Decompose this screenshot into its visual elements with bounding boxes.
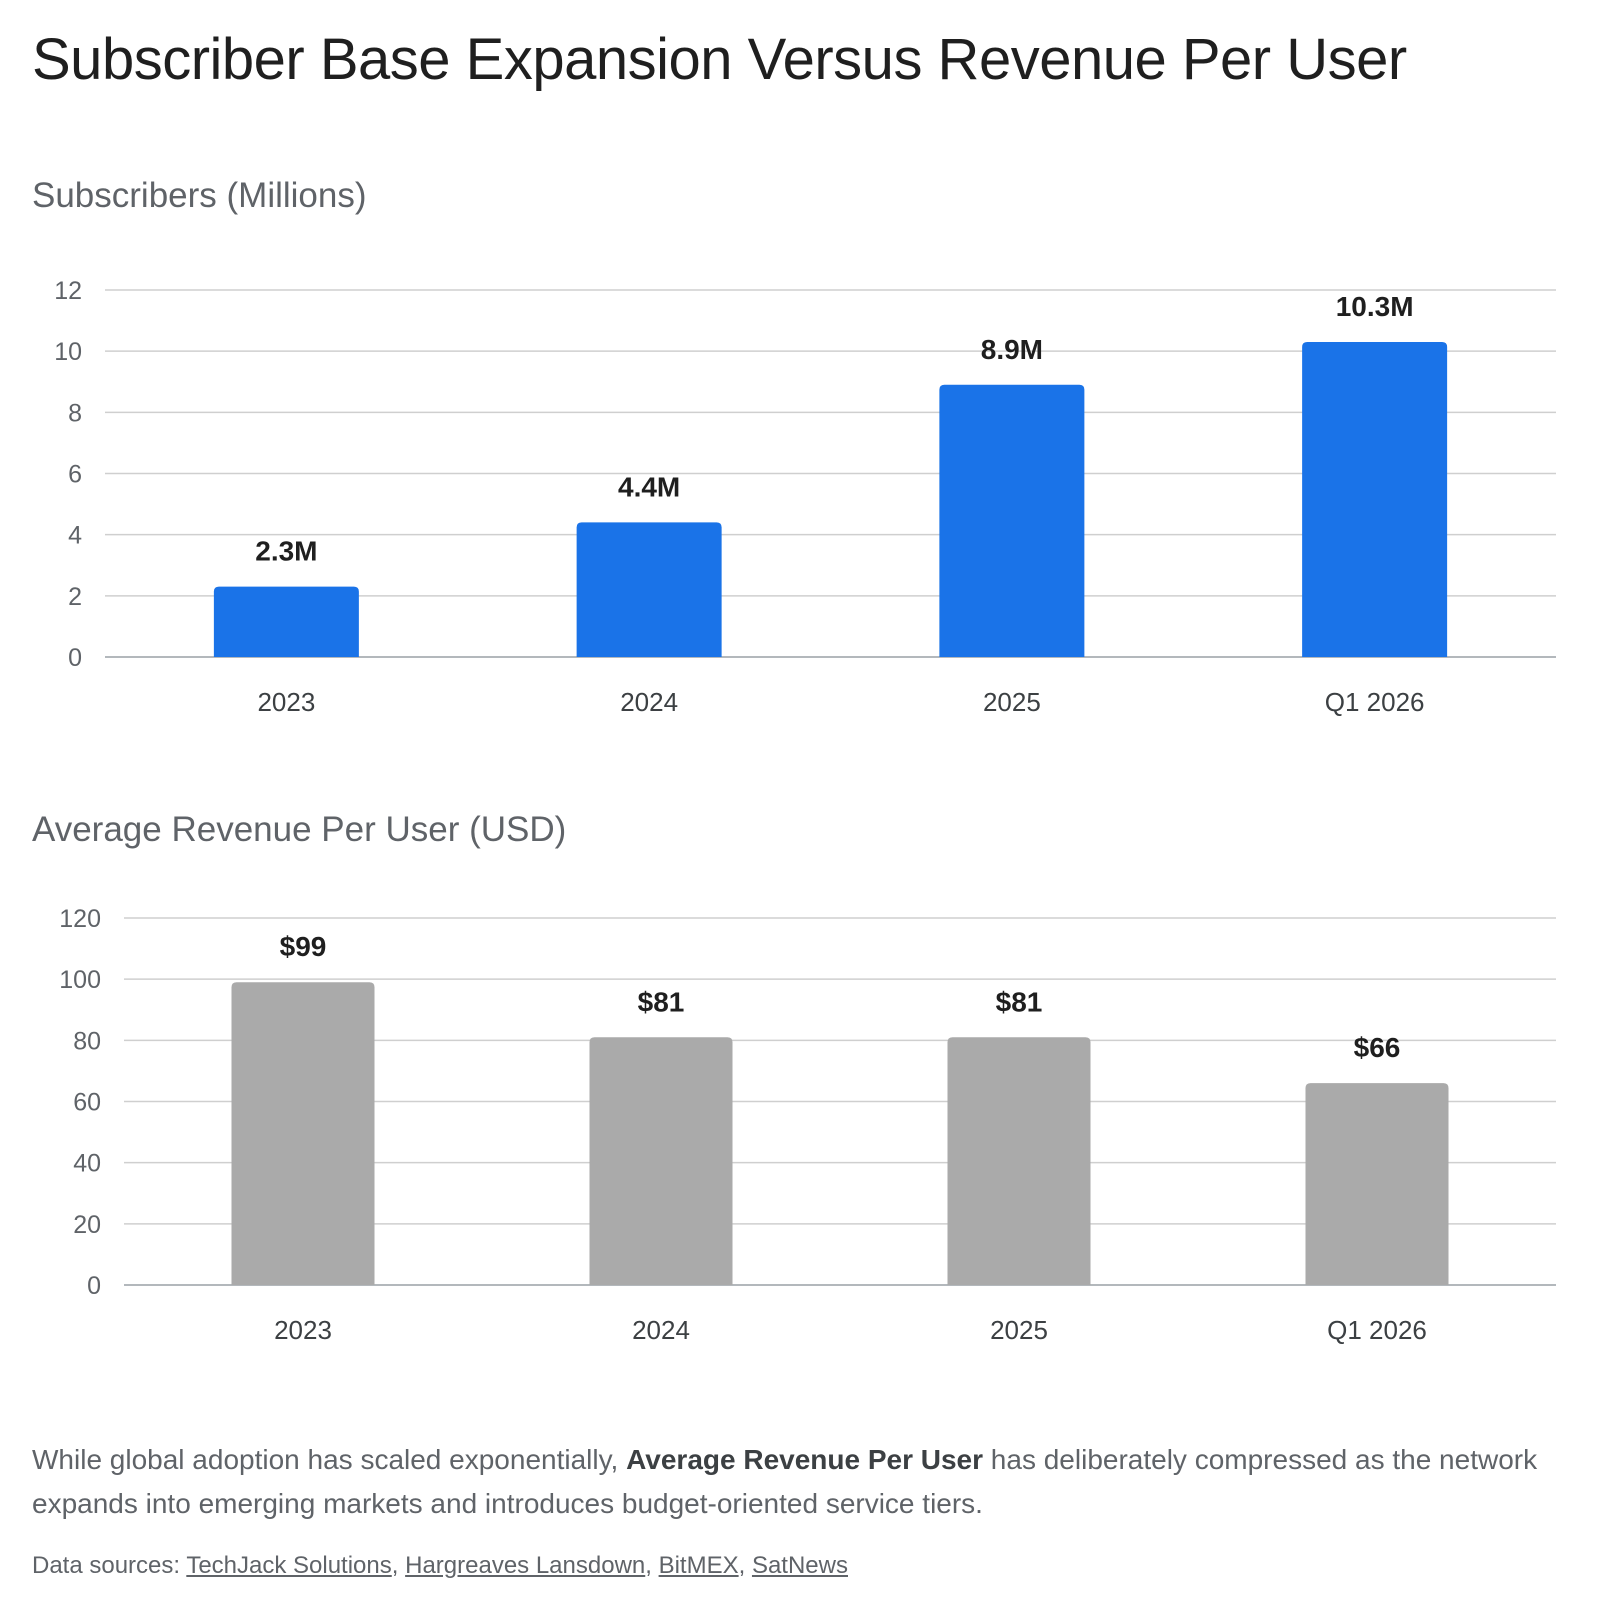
bar bbox=[576, 522, 722, 657]
x-tick-label: 2023 bbox=[274, 1315, 332, 1345]
data-label: 10.3M bbox=[1336, 291, 1414, 322]
bar bbox=[231, 982, 375, 1285]
source-separator: , bbox=[391, 1552, 406, 1579]
x-tick-label: 2024 bbox=[632, 1315, 690, 1345]
summary-emphasis: Average Revenue Per User bbox=[626, 1444, 984, 1475]
data-sources: Data sources: TechJack Solutions, Hargre… bbox=[32, 1552, 848, 1580]
source-separator: , bbox=[738, 1552, 752, 1579]
x-tick-label: 2025 bbox=[983, 687, 1041, 717]
y-tick-label: 8 bbox=[68, 399, 82, 427]
summary-text-start: While global adoption has scaled exponen… bbox=[32, 1444, 627, 1475]
y-tick-label: 120 bbox=[59, 905, 101, 933]
y-tick-label: 100 bbox=[59, 966, 101, 994]
summary-text: While global adoption has scaled exponen… bbox=[32, 1438, 1577, 1526]
source-link-satnews[interactable]: SatNews bbox=[751, 1552, 848, 1579]
y-tick-label: 2 bbox=[68, 583, 82, 611]
source-separator: , bbox=[645, 1552, 659, 1579]
source-link-bitmex[interactable]: BitMEX bbox=[658, 1552, 739, 1579]
bar bbox=[589, 1037, 733, 1285]
x-tick-label: Q1 2026 bbox=[1327, 1315, 1427, 1345]
y-tick-label: 12 bbox=[54, 277, 82, 305]
y-tick-label: 0 bbox=[68, 644, 82, 672]
page-title: Subscriber Base Expansion Versus Revenue… bbox=[32, 27, 1407, 92]
y-tick-label: 40 bbox=[73, 1150, 101, 1178]
data-label: $99 bbox=[280, 931, 327, 962]
data-label: $81 bbox=[996, 986, 1043, 1017]
y-tick-label: 20 bbox=[73, 1211, 101, 1239]
x-tick-label: 2025 bbox=[990, 1315, 1048, 1345]
source-link-techjack[interactable]: TechJack Solutions bbox=[186, 1552, 392, 1579]
y-tick-label: 60 bbox=[73, 1089, 101, 1117]
arpu-bar-chart: 0 20 40 60 80 100 120 $99 2023 $81 2024 $81 2025 $66 Q… bbox=[59, 905, 1556, 1345]
data-label: 4.4M bbox=[618, 471, 680, 502]
bar bbox=[947, 1037, 1091, 1285]
y-tick-label: 10 bbox=[54, 338, 82, 366]
y-tick-label: 6 bbox=[68, 461, 82, 489]
subscribers-chart-title: Subscribers (Millions) bbox=[32, 176, 367, 215]
subscribers-bar-chart: 0 2 4 6 8 10 12 2.3M 2023 4.4M 2024 8.9M 2025 10.3M Q1… bbox=[54, 277, 1556, 717]
y-tick-label: 80 bbox=[73, 1027, 101, 1055]
y-tick-label: 4 bbox=[68, 522, 82, 550]
source-link-hargreaves-lansdown[interactable]: Hargreaves Lansdown bbox=[405, 1552, 646, 1579]
y-tick-label: 0 bbox=[87, 1272, 101, 1300]
summary-text-end: has deliberately compressed as the netwo… bbox=[32, 1444, 1538, 1519]
bar bbox=[939, 384, 1085, 657]
data-label: 8.9M bbox=[981, 334, 1043, 365]
data-sources-label: Data sources: bbox=[32, 1552, 187, 1579]
x-tick-label: Q1 2026 bbox=[1325, 687, 1425, 717]
bar bbox=[1305, 1083, 1449, 1285]
arpu-chart-title: Average Revenue Per User (USD) bbox=[32, 810, 567, 849]
data-label: $81 bbox=[638, 986, 685, 1017]
data-label: $66 bbox=[1354, 1032, 1401, 1063]
bar bbox=[1302, 341, 1448, 657]
x-tick-label: 2024 bbox=[620, 687, 678, 717]
x-tick-label: 2023 bbox=[257, 687, 315, 717]
bar bbox=[213, 586, 359, 657]
data-label: 2.3M bbox=[255, 536, 317, 567]
